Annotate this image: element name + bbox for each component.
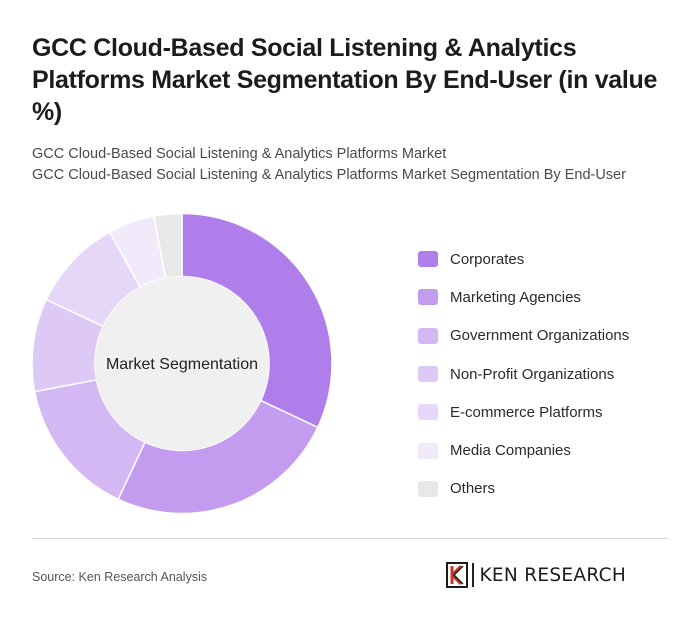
brand-name: KEN RESEARCH [479,564,627,586]
ken-research-logo: KEN RESEARCH [446,562,626,588]
footer-divider [32,538,668,539]
logo-separator [472,563,474,587]
legend-item-marketing-agencies: Marketing Agencies [418,278,629,316]
ken-research-logo-icon [446,562,468,588]
legend-item-government-organizations: Government Organizations [418,317,629,355]
legend-label: Non-Profit Organizations [450,365,615,383]
legend-item-media-companies: Media Companies [418,431,629,469]
legend-swatch [418,327,438,344]
donut-center [95,276,269,451]
legend-label: E-commerce Platforms [450,403,603,421]
chart-subtitle-segmentation: GCC Cloud-Based Social Listening & Analy… [32,167,626,183]
legend-item-e-commerce-platforms: E-commerce Platforms [418,393,629,431]
legend-swatch [418,366,438,383]
donut-center-label: Market Segmentation [106,356,258,373]
legend-swatch [418,404,438,421]
legend-item-non-profit-organizations: Non-Profit Organizations [418,355,629,393]
chart-subtitle-market: GCC Cloud-Based Social Listening & Analy… [32,146,447,162]
donut-chart: Market Segmentation [31,212,333,515]
legend-swatch [418,442,438,459]
chart-area: Market Segmentation [0,200,700,530]
donut-slice-marketing-agencies [117,399,319,515]
legend-swatch [418,251,438,268]
legend-swatch [418,480,438,497]
legend-swatch [418,289,438,306]
legend-label: Media Companies [450,442,571,460]
chart-title: GCC Cloud-Based Social Listening & Analy… [32,34,658,126]
legend-item-others: Others [418,470,629,508]
legend-label: Others [450,480,496,498]
legend-label: Corporates [450,250,525,268]
source-note: Source: Ken Research Analysis [32,570,208,584]
chart-legend: Corporates Marketing Agencies Government O… [418,240,629,508]
legend-label: Government Organizations [450,327,630,345]
legend-item-corporates: Corporates [418,240,629,278]
legend-label: Marketing Agencies [450,288,581,306]
